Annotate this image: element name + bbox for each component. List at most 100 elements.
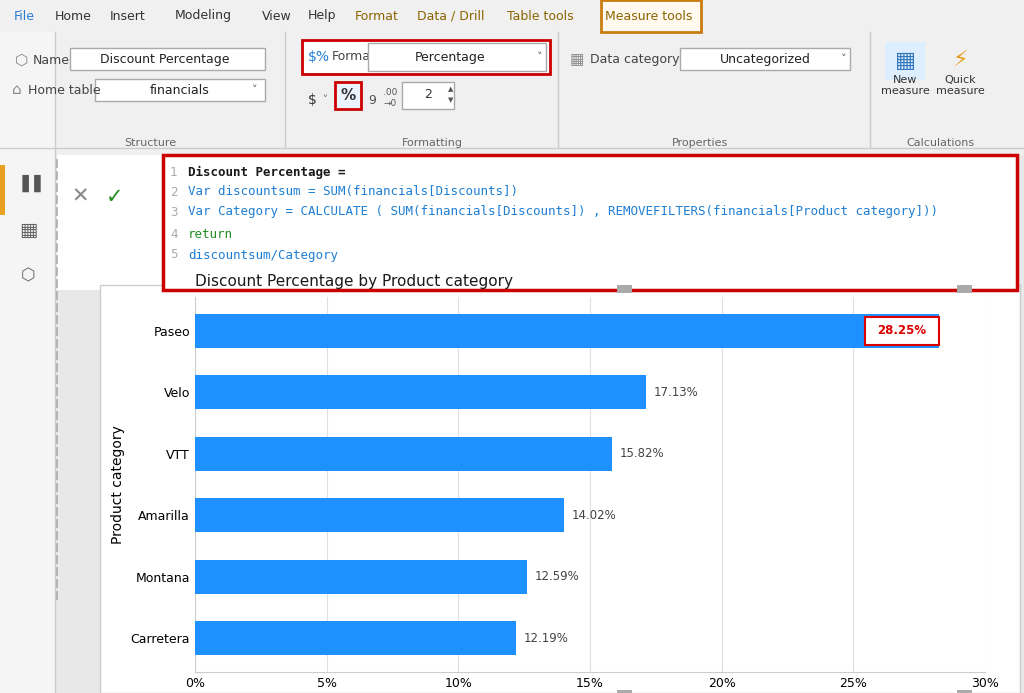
Bar xyxy=(865,317,939,344)
Text: ⬡: ⬡ xyxy=(15,53,29,67)
Bar xyxy=(957,285,965,293)
Text: 9: 9 xyxy=(368,94,376,107)
Text: ˅: ˅ xyxy=(322,95,327,105)
Text: Properties: Properties xyxy=(672,138,728,148)
Bar xyxy=(0,32,1024,155)
Text: File: File xyxy=(14,10,35,22)
Bar xyxy=(0,0,1024,32)
Bar xyxy=(368,43,546,71)
Text: Home table: Home table xyxy=(28,83,100,96)
Bar xyxy=(617,285,625,293)
Bar xyxy=(163,155,1017,290)
Text: Table tools: Table tools xyxy=(507,10,573,22)
Bar xyxy=(617,690,625,693)
Bar xyxy=(957,485,965,493)
Bar xyxy=(885,42,925,80)
Bar xyxy=(624,285,632,293)
Text: return: return xyxy=(188,229,233,241)
Text: ✓: ✓ xyxy=(106,187,124,207)
Text: View: View xyxy=(262,10,292,22)
Text: Var discountsum = SUM(financials[Discounts]): Var discountsum = SUM(financials[Discoun… xyxy=(188,186,518,198)
Text: Measure tools: Measure tools xyxy=(605,10,692,22)
Text: 5: 5 xyxy=(170,249,177,261)
Text: 1: 1 xyxy=(170,166,177,179)
Text: Data / Drill: Data / Drill xyxy=(417,10,484,22)
Text: 2: 2 xyxy=(424,89,432,101)
Bar xyxy=(624,690,632,693)
Text: ✕: ✕ xyxy=(72,187,89,207)
Text: ▦: ▦ xyxy=(570,53,585,67)
Text: ▐▐: ▐▐ xyxy=(15,174,41,192)
Text: $%: $% xyxy=(308,50,330,64)
Bar xyxy=(302,40,550,74)
Text: 17.13%: 17.13% xyxy=(654,386,698,399)
Text: 4: 4 xyxy=(170,229,177,241)
Text: Discount Percentage: Discount Percentage xyxy=(100,53,229,66)
Text: New: New xyxy=(893,75,918,85)
Text: Uncategorized: Uncategorized xyxy=(720,53,810,66)
Bar xyxy=(940,42,980,80)
Text: measure: measure xyxy=(936,86,984,96)
Bar xyxy=(0,165,5,215)
Bar xyxy=(195,314,939,348)
Bar xyxy=(195,498,564,532)
Text: 28.25%: 28.25% xyxy=(878,324,927,337)
Bar xyxy=(601,0,701,32)
Text: Help: Help xyxy=(308,10,337,22)
Text: Discount Percentage =: Discount Percentage = xyxy=(188,166,345,179)
Text: ▼: ▼ xyxy=(449,97,454,103)
Bar xyxy=(957,690,965,693)
Text: Modeling: Modeling xyxy=(175,10,232,22)
Bar xyxy=(57,155,1017,290)
Bar xyxy=(0,32,55,693)
Bar xyxy=(680,48,850,70)
Bar xyxy=(964,690,972,693)
Text: 14.02%: 14.02% xyxy=(572,509,616,522)
Bar xyxy=(70,48,265,70)
Text: Insert: Insert xyxy=(110,10,145,22)
Bar xyxy=(195,560,526,593)
Text: 15.82%: 15.82% xyxy=(620,447,665,460)
Text: .00
→0: .00 →0 xyxy=(383,88,397,107)
Text: ˅: ˅ xyxy=(841,54,847,64)
Text: 12.59%: 12.59% xyxy=(535,570,580,583)
Text: Var Category = CALCULATE ( SUM(financials[Discounts]) , REMOVEFILTERS(financials: Var Category = CALCULATE ( SUM(financial… xyxy=(188,206,938,218)
Bar xyxy=(95,79,265,101)
Bar xyxy=(100,285,1020,693)
Y-axis label: Product category: Product category xyxy=(111,425,125,544)
Text: ⬡: ⬡ xyxy=(20,266,35,284)
Text: Format: Format xyxy=(355,10,399,22)
Bar xyxy=(335,82,361,109)
Bar xyxy=(195,437,611,471)
Text: ⚡: ⚡ xyxy=(952,51,968,71)
Text: Structure: Structure xyxy=(124,138,176,148)
Text: ▦: ▦ xyxy=(18,220,37,240)
Text: Name: Name xyxy=(33,53,70,67)
Text: Format: Format xyxy=(332,51,376,64)
Text: 12.19%: 12.19% xyxy=(524,631,568,644)
Bar xyxy=(195,621,516,655)
Text: %: % xyxy=(340,87,355,103)
Text: ▲: ▲ xyxy=(449,86,454,92)
Text: ˅: ˅ xyxy=(537,52,543,62)
Text: $: $ xyxy=(308,93,316,107)
Bar xyxy=(964,485,972,493)
Bar xyxy=(402,82,454,109)
Text: Percentage: Percentage xyxy=(415,51,485,64)
Text: financials: financials xyxy=(151,83,210,96)
Text: Formatting: Formatting xyxy=(401,138,463,148)
Text: Home: Home xyxy=(55,10,92,22)
Text: 2: 2 xyxy=(170,186,177,198)
Text: ˅: ˅ xyxy=(252,85,258,95)
Text: 3: 3 xyxy=(170,206,177,218)
Text: discountsum/Category: discountsum/Category xyxy=(188,249,338,261)
Text: ▦: ▦ xyxy=(895,51,915,71)
Text: Discount Percentage by Product category: Discount Percentage by Product category xyxy=(195,274,513,289)
Text: Data category: Data category xyxy=(590,53,680,67)
Text: Quick: Quick xyxy=(944,75,976,85)
Text: Calculations: Calculations xyxy=(906,138,974,148)
Text: ⌂: ⌂ xyxy=(12,82,22,98)
Bar xyxy=(195,376,646,410)
Bar xyxy=(964,285,972,293)
Text: measure: measure xyxy=(881,86,930,96)
